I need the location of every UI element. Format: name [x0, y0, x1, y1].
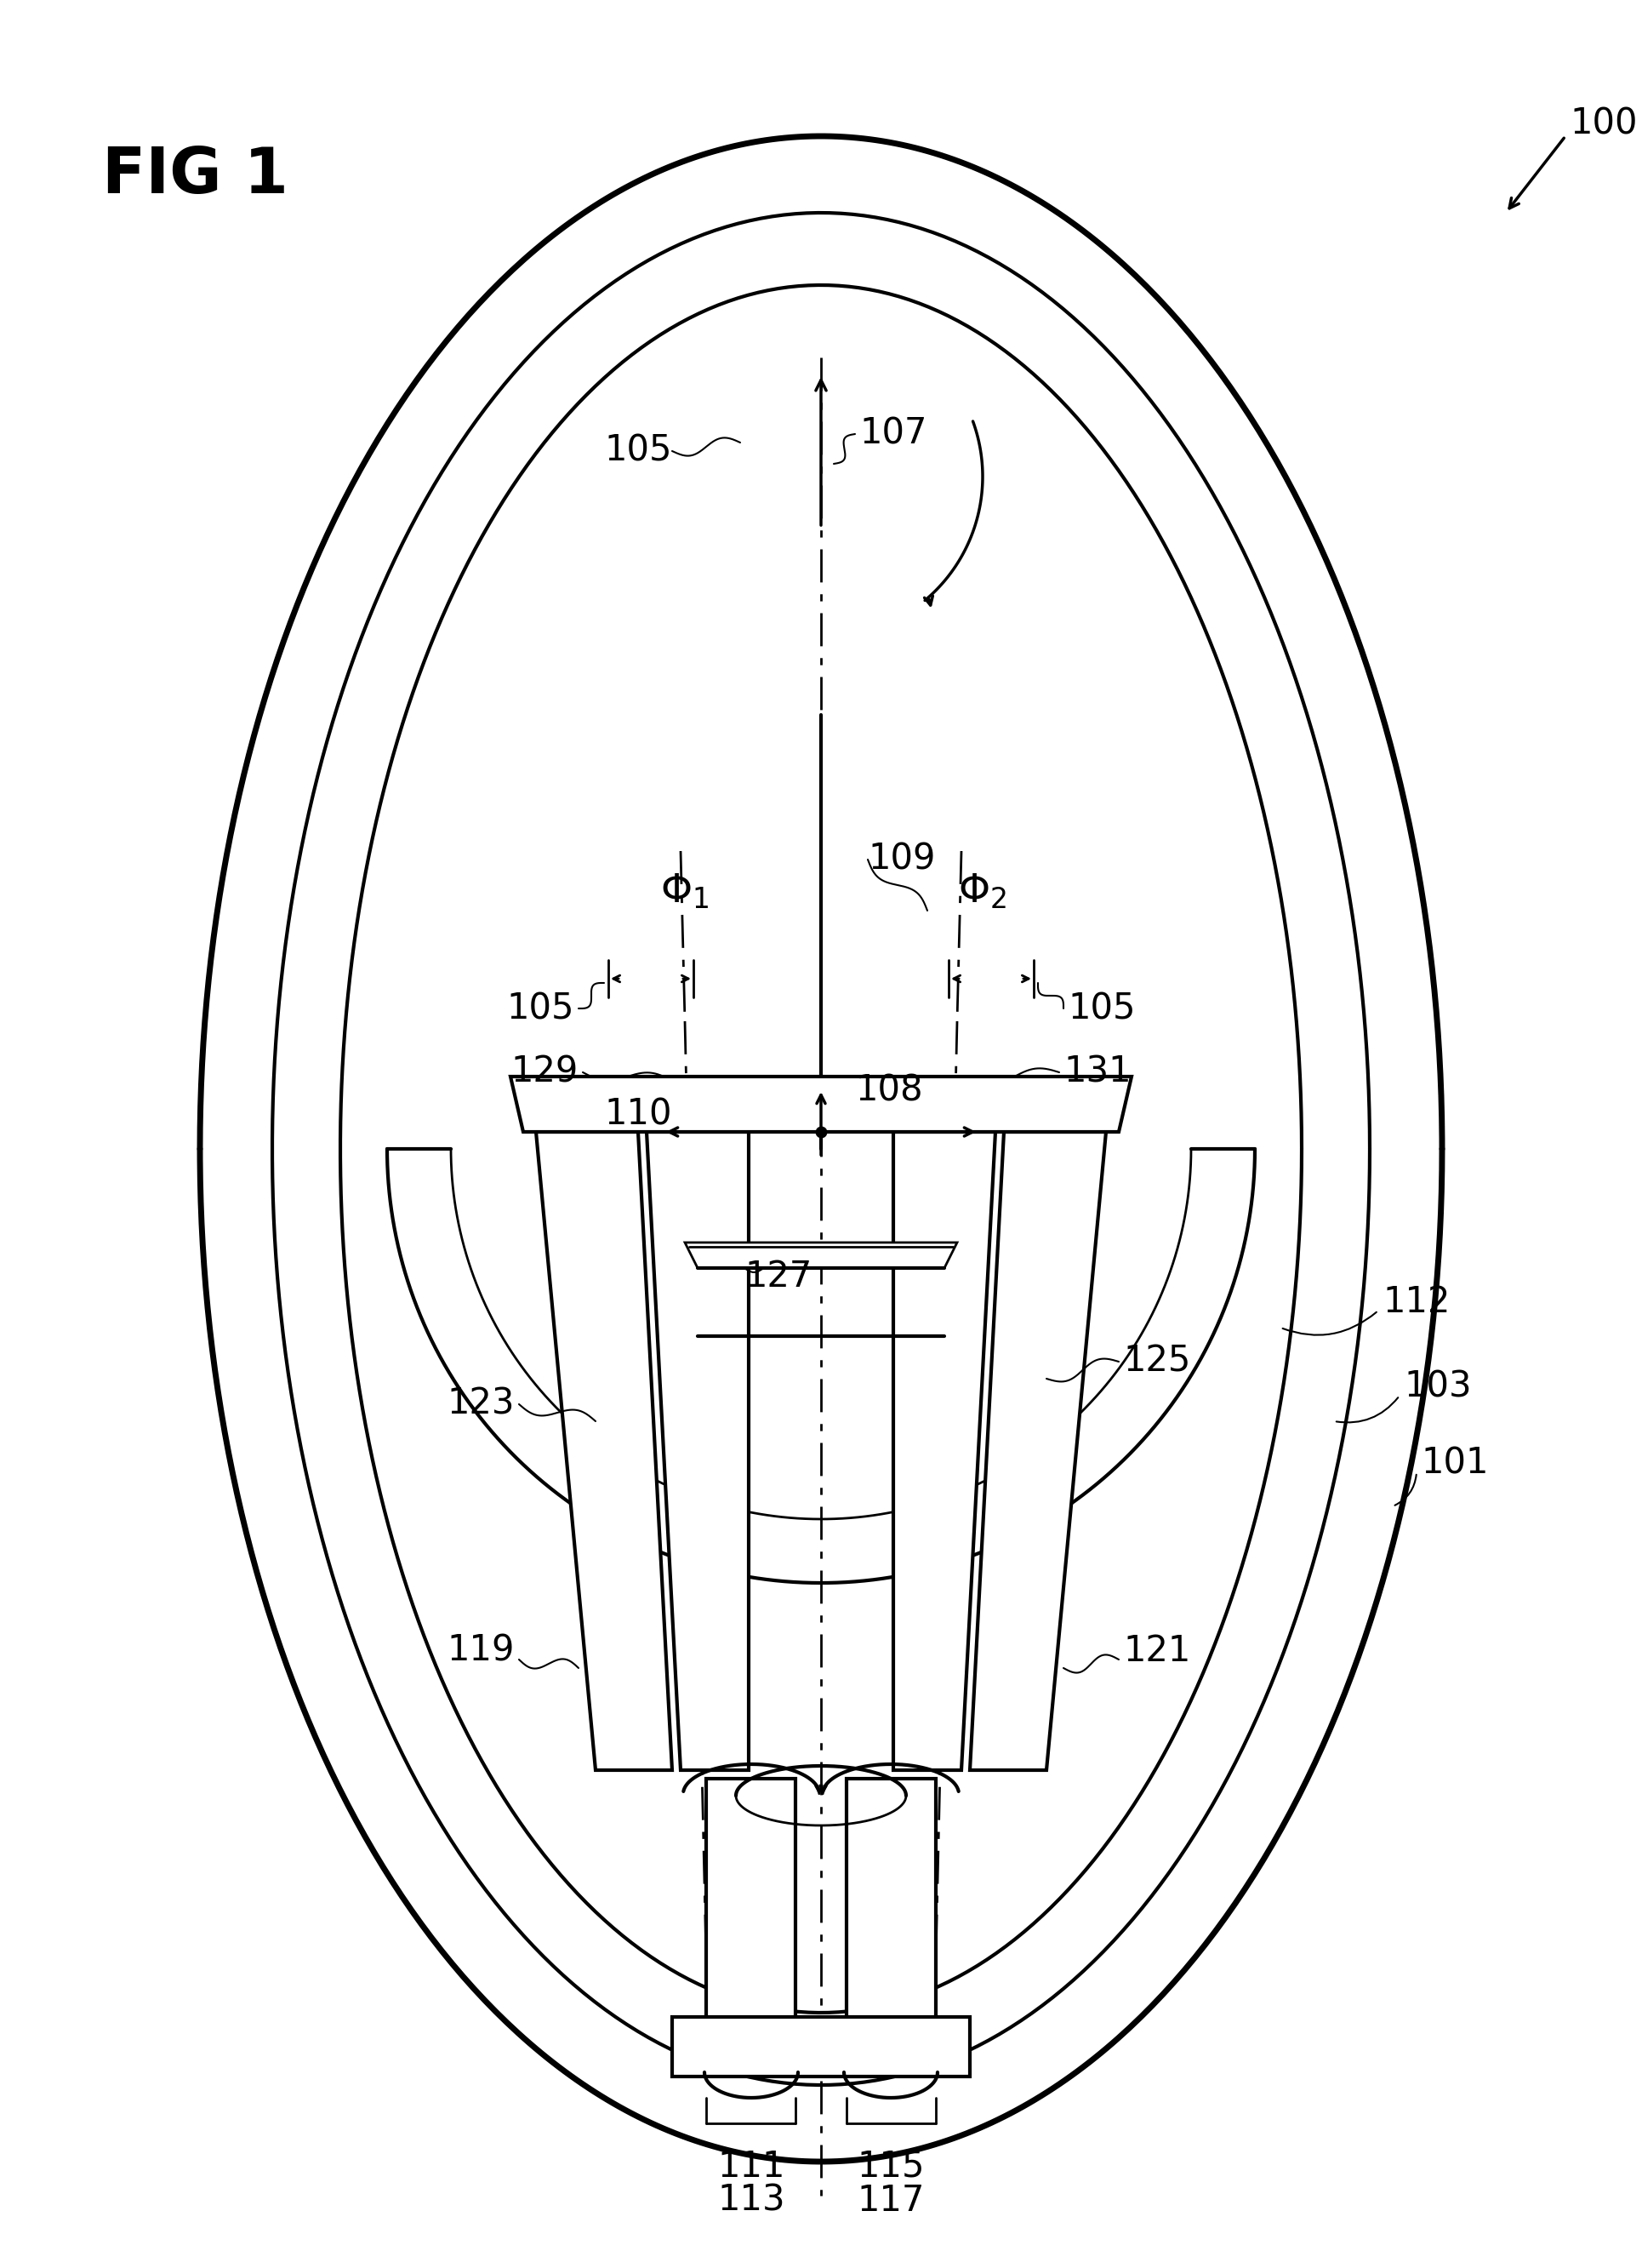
- Text: 103: 103: [1402, 1370, 1471, 1406]
- Text: 131: 131: [1062, 1055, 1131, 1091]
- Polygon shape: [511, 1077, 1131, 1132]
- Text: 113: 113: [718, 2182, 785, 2218]
- Text: 117: 117: [857, 2182, 924, 2218]
- Text: 110: 110: [604, 1098, 672, 1132]
- Text: FIG 1: FIG 1: [102, 145, 287, 206]
- Text: 112: 112: [1383, 1284, 1450, 1320]
- Text: 109: 109: [867, 841, 934, 878]
- Text: 127: 127: [744, 1259, 811, 1295]
- Text: 115: 115: [857, 2148, 924, 2184]
- Text: 100: 100: [1568, 107, 1637, 141]
- Text: 105: 105: [604, 433, 672, 469]
- Text: 107: 107: [859, 415, 926, 451]
- Polygon shape: [672, 2016, 969, 2077]
- Text: 123: 123: [447, 1386, 514, 1422]
- Polygon shape: [685, 1243, 957, 1268]
- Text: 111: 111: [718, 2148, 785, 2184]
- Text: 101: 101: [1420, 1447, 1488, 1481]
- Text: 119: 119: [447, 1633, 514, 1669]
- Polygon shape: [969, 1132, 1105, 1769]
- Polygon shape: [893, 1132, 995, 1769]
- Text: 129: 129: [511, 1055, 578, 1091]
- Text: $\Phi_1$: $\Phi_1$: [660, 871, 709, 912]
- Polygon shape: [846, 1778, 936, 2025]
- Text: $\Phi_2$: $\Phi_2$: [957, 871, 1007, 912]
- Text: 108: 108: [854, 1073, 923, 1109]
- Polygon shape: [535, 1132, 672, 1769]
- Polygon shape: [647, 1132, 749, 1769]
- Text: 121: 121: [1123, 1633, 1190, 1669]
- Text: 105: 105: [506, 991, 575, 1027]
- Text: 125: 125: [1123, 1343, 1190, 1379]
- Polygon shape: [706, 1778, 795, 2025]
- Text: 105: 105: [1067, 991, 1135, 1027]
